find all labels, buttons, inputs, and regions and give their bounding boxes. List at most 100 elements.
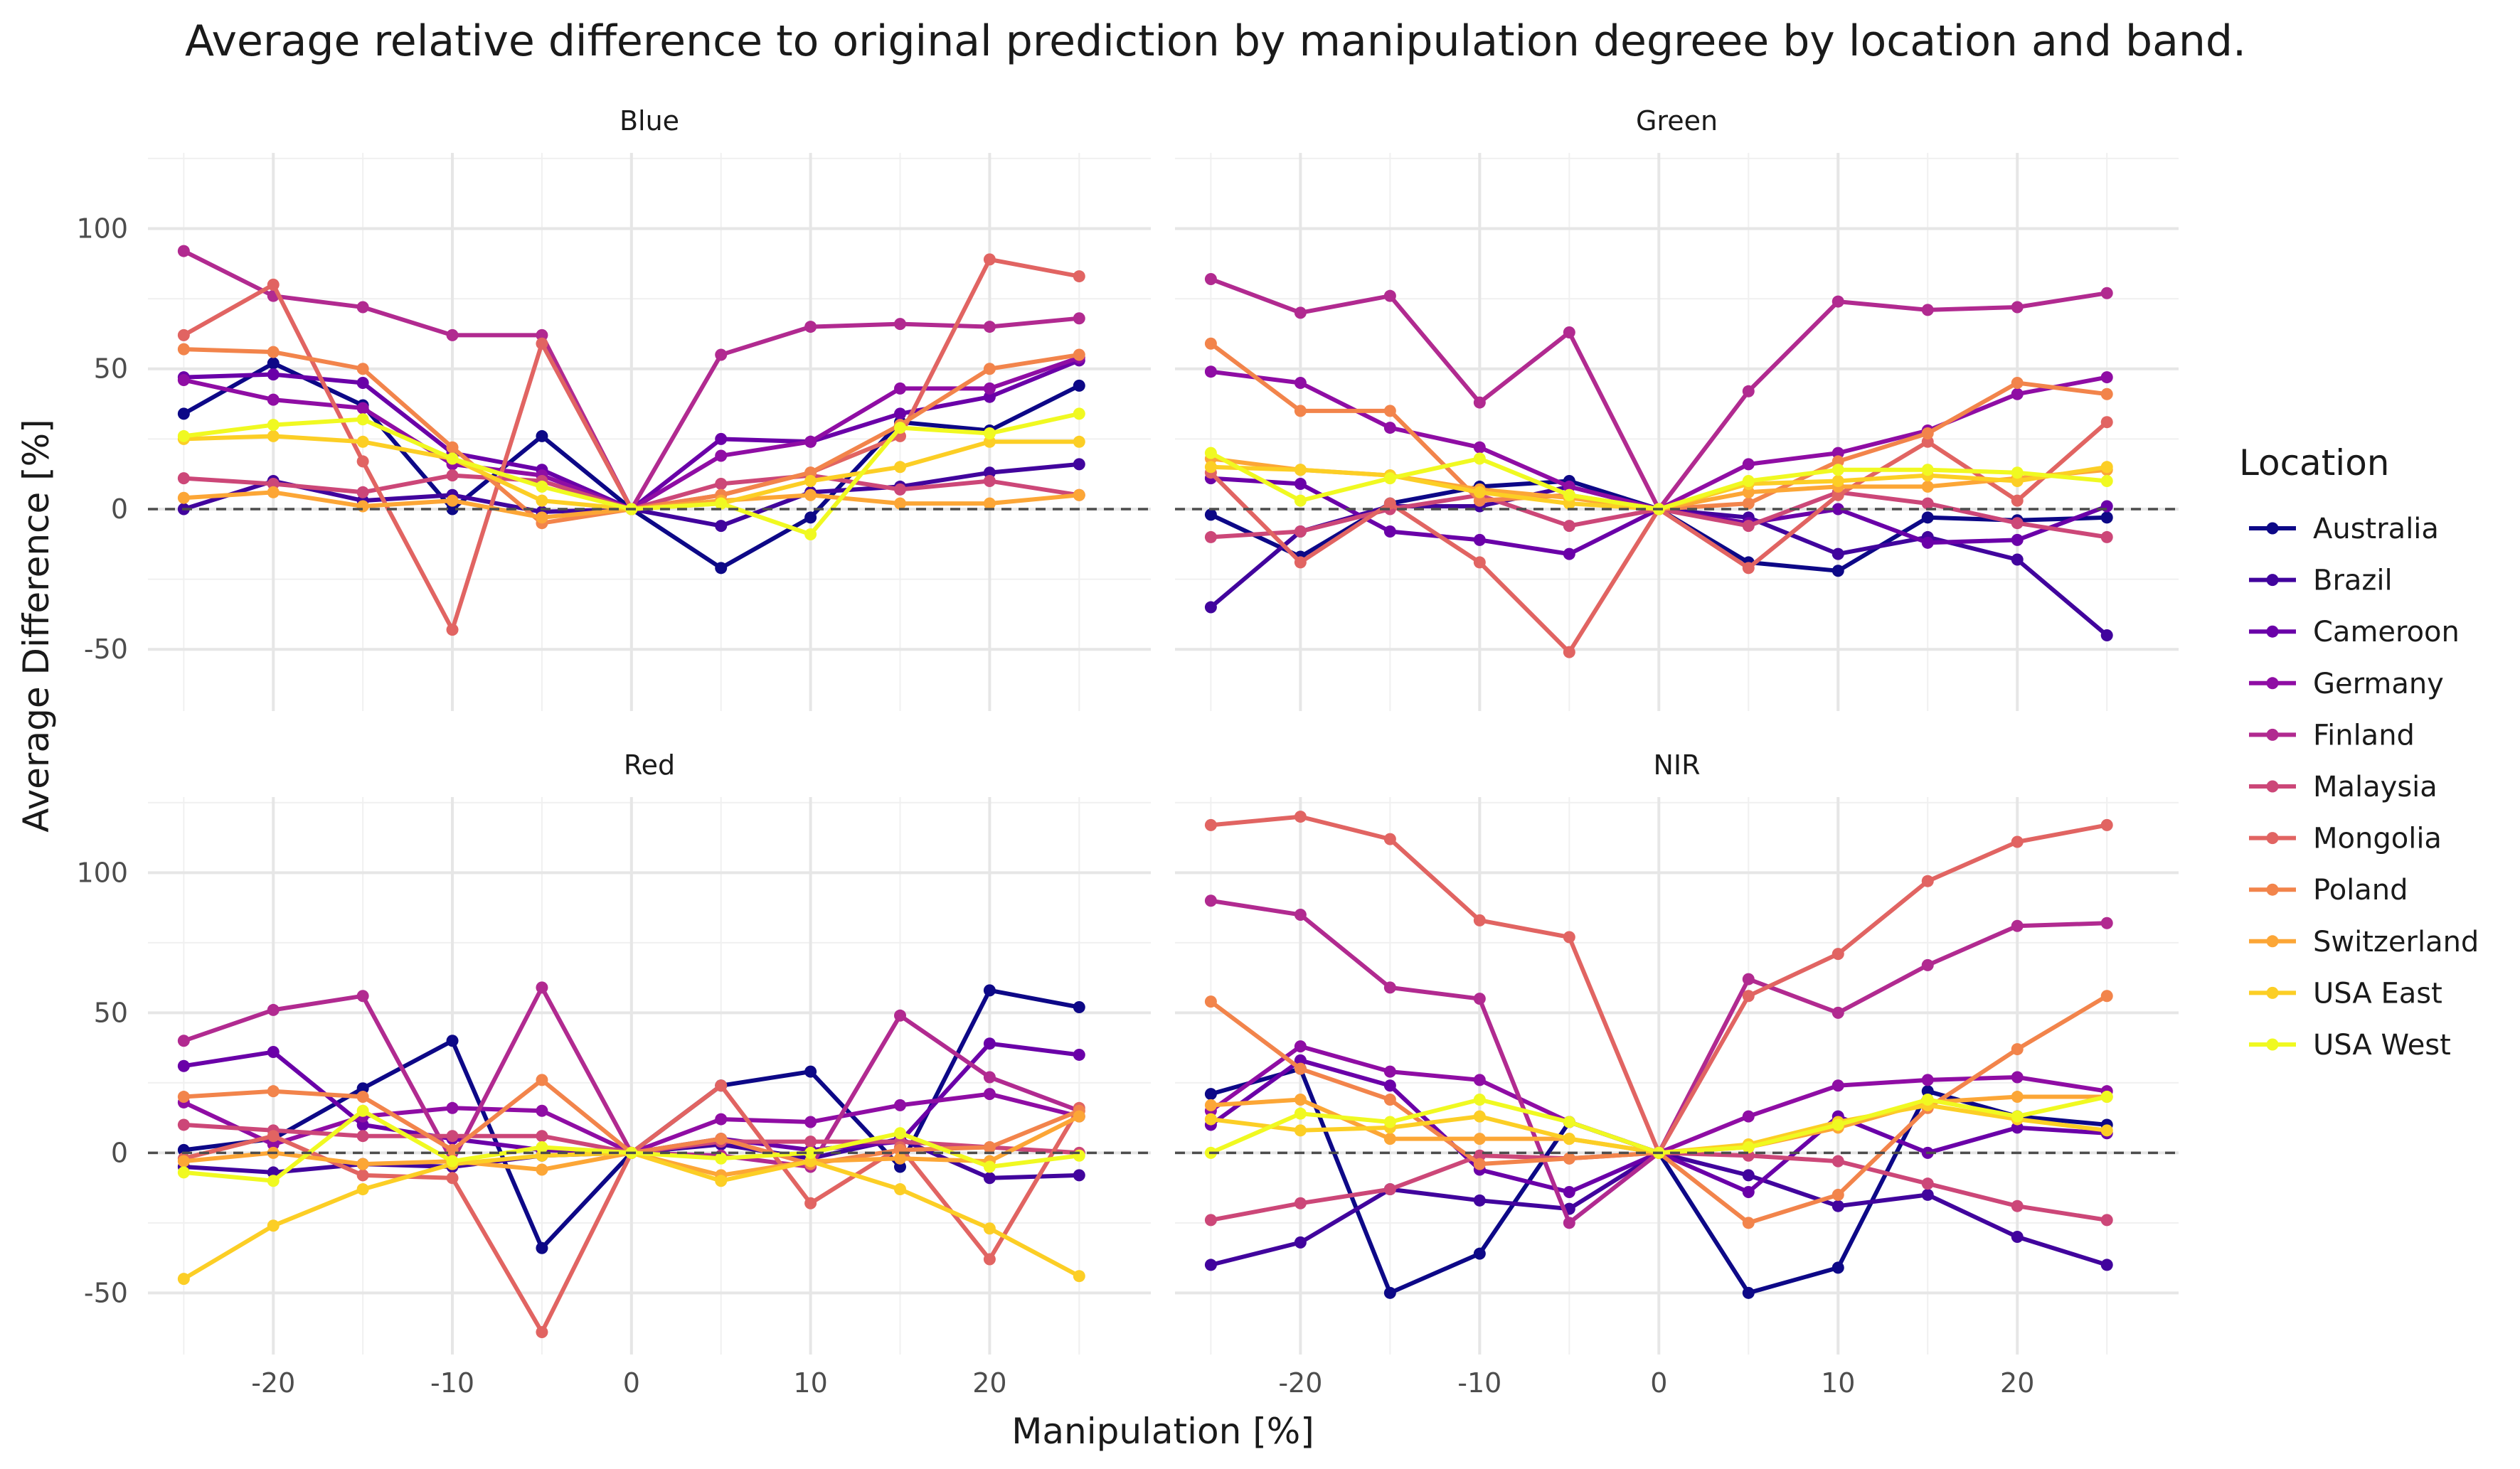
- data-point-usa-east: [804, 475, 817, 488]
- data-point-finland: [1921, 304, 1934, 316]
- data-point-germany: [1831, 447, 1844, 459]
- data-point-germany: [894, 1099, 906, 1111]
- data-point-mongolia: [1921, 875, 1934, 887]
- data-point-australia: [446, 1035, 459, 1047]
- data-point-usa-west: [1831, 1118, 1844, 1131]
- data-point-usa-east: [894, 461, 906, 474]
- data-point-australia: [1831, 1261, 1844, 1274]
- x-tick-label: 20: [2000, 1367, 2034, 1399]
- legend-label-mongolia: Mongolia: [2313, 823, 2442, 855]
- data-point-malaysia: [715, 477, 728, 490]
- legend-item-usa-west: USA West: [2249, 1029, 2451, 1062]
- data-point-finland: [894, 1009, 906, 1022]
- data-point-brazil: [983, 1172, 996, 1185]
- data-point-australia: [536, 429, 548, 442]
- data-point-mongolia: [356, 455, 369, 468]
- data-point-usa-east: [983, 1222, 996, 1235]
- data-point-finland: [1473, 396, 1486, 409]
- data-point-usa-west: [1921, 464, 1934, 476]
- data-point-usa-west: [267, 419, 280, 432]
- data-point-malaysia: [1563, 520, 1575, 533]
- data-point-poland: [804, 466, 817, 479]
- data-point-brazil: [1831, 547, 1844, 560]
- data-point-australia: [1383, 1286, 1396, 1299]
- data-point-mongolia: [1921, 435, 1934, 448]
- legend-item-switzerland: Switzerland: [2249, 926, 2479, 958]
- data-point-cameroon: [1742, 1185, 1755, 1198]
- data-point-usa-west: [1563, 488, 1575, 501]
- data-point-australia: [2100, 511, 2113, 524]
- data-point-australia: [715, 562, 728, 575]
- data-point-germany: [1473, 1074, 1486, 1086]
- data-point-switzerland: [1204, 1099, 1217, 1111]
- data-point-poland: [1831, 1188, 1844, 1201]
- data-point-finland: [536, 328, 548, 341]
- data-point-finland: [1473, 993, 1486, 1005]
- data-point-poland: [267, 1085, 280, 1098]
- facet-label-nir: NIR: [1653, 749, 1700, 781]
- data-point-germany: [1473, 441, 1486, 454]
- data-point-usa-west: [1294, 494, 1307, 507]
- data-point-usa-west: [267, 1175, 280, 1187]
- data-point-mongolia: [1563, 931, 1575, 944]
- data-point-australia: [804, 1065, 817, 1078]
- legend-label-usa-east: USA East: [2313, 977, 2442, 1010]
- data-point-finland: [983, 1071, 996, 1084]
- data-point-germany: [894, 382, 906, 395]
- data-point-poland: [536, 1074, 548, 1086]
- data-point-germany: [1204, 365, 1217, 378]
- data-point-mongolia: [267, 278, 280, 291]
- data-point-switzerland: [267, 486, 280, 498]
- data-point-poland: [1383, 1093, 1396, 1106]
- data-point-brazil: [2011, 1231, 2024, 1244]
- data-point-cameroon: [177, 1059, 190, 1072]
- data-point-switzerland: [177, 1155, 190, 1168]
- y-tick-label: 100: [76, 213, 128, 245]
- data-point-germany: [1294, 376, 1307, 389]
- facet-label-blue: Blue: [620, 105, 679, 137]
- data-point-australia: [1073, 1000, 1085, 1013]
- y-tick-label: 100: [76, 857, 128, 888]
- data-point-poland: [715, 1133, 728, 1145]
- legend-item-germany: Germany: [2249, 668, 2444, 700]
- legend-item-poland: Poland: [2249, 874, 2408, 907]
- series-group-red: [177, 981, 1085, 1338]
- y-tick-label: -50: [84, 634, 128, 665]
- data-point-brazil: [1294, 1236, 1307, 1249]
- data-point-usa-west: [2100, 475, 2113, 488]
- data-point-usa-west: [1383, 472, 1396, 485]
- data-point-malaysia: [1204, 1214, 1217, 1227]
- data-point-usa-west: [177, 1166, 190, 1179]
- data-point-mongolia: [715, 1079, 728, 1092]
- data-point-cameroon: [1563, 547, 1575, 560]
- data-point-finland: [177, 1035, 190, 1047]
- data-point-cameroon: [356, 376, 369, 389]
- data-point-poland: [1204, 995, 1217, 1008]
- x-tick-label: 20: [972, 1367, 1006, 1399]
- legend-item-australia: Australia: [2249, 513, 2439, 545]
- y-tick-label: 0: [111, 493, 128, 525]
- data-point-poland: [177, 343, 190, 356]
- data-point-usa-east: [1294, 1124, 1307, 1137]
- data-point-usa-east: [356, 435, 369, 448]
- data-point-malaysia: [1294, 1197, 1307, 1209]
- data-point-usa-east: [1204, 1113, 1217, 1126]
- data-point-switzerland: [177, 491, 190, 504]
- data-point-mongolia: [536, 1325, 548, 1338]
- data-point-poland: [177, 1091, 190, 1104]
- legend-marker-usa-east: [2266, 986, 2279, 999]
- data-point-germany: [715, 1113, 728, 1126]
- data-point-poland: [2100, 388, 2113, 400]
- facet-panel-red: Red 100 50 0 -50 -20 -10 0 10 20: [76, 749, 1151, 1399]
- data-point-brazil: [1204, 601, 1217, 614]
- data-point-switzerland: [1921, 480, 1934, 493]
- data-point-mongolia: [1383, 833, 1396, 845]
- y-tick-label: 50: [94, 353, 128, 385]
- data-point-usa-east: [267, 429, 280, 442]
- data-point-usa-west: [715, 1152, 728, 1165]
- data-point-germany: [1563, 480, 1575, 493]
- data-point-mongolia: [1742, 562, 1755, 575]
- data-point-mongolia: [983, 253, 996, 266]
- data-point-usa-west: [177, 429, 190, 442]
